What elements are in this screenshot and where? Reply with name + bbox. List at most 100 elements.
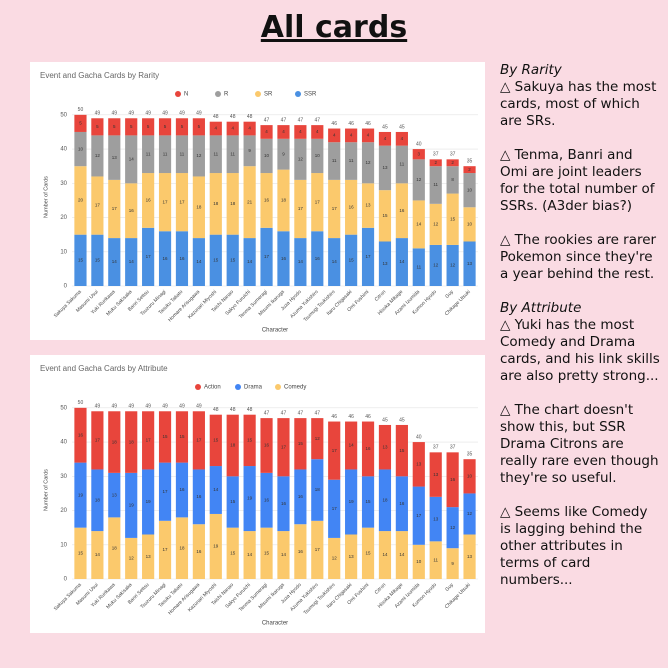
bar-segment: [395, 531, 408, 579]
bar-segment: [243, 531, 256, 579]
bar-segment: [142, 135, 155, 174]
bar-segment: [142, 173, 155, 228]
bar-segment: [328, 128, 341, 143]
segment-label: 15: [349, 258, 355, 263]
bar-segment: [446, 244, 459, 286]
bar-segment: [429, 496, 442, 542]
segment-label: 5: [79, 121, 82, 126]
segment-label: 17: [163, 199, 169, 204]
segment-label: 14: [298, 259, 304, 264]
bar-segment: [395, 424, 408, 477]
note-item: △ The chart doesn't show this, but SSR D…: [500, 402, 659, 486]
bar-segment: [412, 149, 425, 160]
bar-segment: [328, 238, 341, 286]
bar-segment: [142, 227, 155, 286]
total-label: 46: [331, 414, 337, 420]
segment-label: 17: [163, 489, 169, 494]
bar-segment: [378, 531, 392, 579]
segment-label: 14: [129, 259, 135, 264]
bar-segment: [192, 469, 205, 525]
total-label: 49: [95, 404, 101, 410]
total-label: 48: [213, 114, 219, 120]
bar-segment: [463, 493, 476, 535]
note-item: △ The rookies are rarer Pokemon since th…: [500, 232, 657, 282]
bar-segment: [311, 125, 324, 139]
segment-label: 19: [129, 503, 135, 508]
bar-segment: [345, 421, 358, 470]
segment-label: 16: [163, 256, 169, 261]
segment-label: 20: [78, 198, 84, 203]
bar-segment: [328, 142, 341, 180]
x-axis-title: Character: [262, 621, 288, 627]
segment-label: 16: [264, 497, 270, 502]
segment-label: 16: [281, 501, 287, 506]
bar-segment: [108, 118, 121, 136]
total-label: 46: [348, 414, 354, 420]
y-tick-label: 20: [60, 508, 67, 514]
total-label: 49: [196, 111, 202, 117]
bar-segment: [243, 166, 256, 239]
bar-segment: [361, 421, 375, 477]
segment-label: 18: [196, 204, 202, 209]
y-tick-label: 10: [60, 542, 67, 548]
segment-label: 15: [230, 551, 236, 556]
total-label: 37: [433, 445, 439, 451]
segment-label: 14: [247, 552, 253, 557]
segment-label: 13: [382, 165, 388, 170]
bar-segment: [125, 118, 138, 136]
y-tick-label: 10: [60, 249, 67, 255]
bar-segment: [345, 128, 358, 143]
bar-segment: [446, 548, 459, 579]
segment-label: 17: [146, 438, 152, 443]
total-label: 49: [162, 111, 168, 117]
bar-segment: [294, 524, 307, 579]
segment-label: 5: [130, 124, 133, 129]
legend-swatch: [235, 384, 241, 390]
bar-segment: [294, 238, 307, 286]
y-tick-label: 40: [60, 440, 67, 446]
segment-label: 4: [350, 133, 353, 138]
segment-label: 15: [247, 438, 253, 443]
total-label: 49: [196, 404, 202, 410]
bar-segment: [209, 513, 222, 579]
segment-label: 16: [179, 487, 185, 492]
legend-label: Drama: [244, 385, 263, 391]
bar-segment: [395, 131, 408, 146]
segment-label: 12: [129, 556, 135, 561]
segment-label: 14: [399, 259, 405, 264]
bar-segment: [395, 238, 408, 286]
segment-label: 16: [78, 432, 84, 437]
segment-label: 14: [213, 487, 219, 492]
segment-label: 16: [315, 256, 321, 261]
bar-segment: [361, 476, 375, 528]
total-label: 48: [230, 407, 236, 413]
bar-segment: [226, 121, 239, 136]
bar-segment: [311, 520, 324, 579]
bar-segment: [108, 517, 121, 579]
bar-segment: [74, 131, 87, 167]
total-label: 50: [78, 107, 84, 113]
segment-label: 16: [349, 204, 355, 209]
total-label: 48: [213, 407, 219, 413]
segment-label: 17: [179, 199, 185, 204]
bar-segment: [142, 534, 155, 579]
bar-segment: [142, 118, 155, 136]
bar-segment: [158, 173, 172, 232]
segment-label: 15: [230, 499, 236, 504]
bar-segment: [260, 138, 273, 174]
bar-segment: [311, 138, 324, 174]
segment-label: 13: [349, 554, 355, 559]
x-tick-label: Guy: [444, 582, 455, 593]
bar-segment: [158, 520, 172, 579]
segment-label: 12: [433, 263, 439, 268]
segment-label: 13: [416, 462, 422, 467]
note-heading: By Attribute: [500, 300, 582, 316]
segment-label: 18: [281, 198, 287, 203]
segment-label: 5: [164, 124, 167, 129]
segment-label: 19: [146, 499, 152, 504]
segment-label: 16: [399, 501, 405, 506]
note-item: △ Sakuya has the most cards, most of whi…: [500, 79, 657, 129]
segment-label: 14: [129, 157, 135, 162]
bar-segment: [395, 145, 408, 184]
bar-segment: [412, 159, 425, 201]
